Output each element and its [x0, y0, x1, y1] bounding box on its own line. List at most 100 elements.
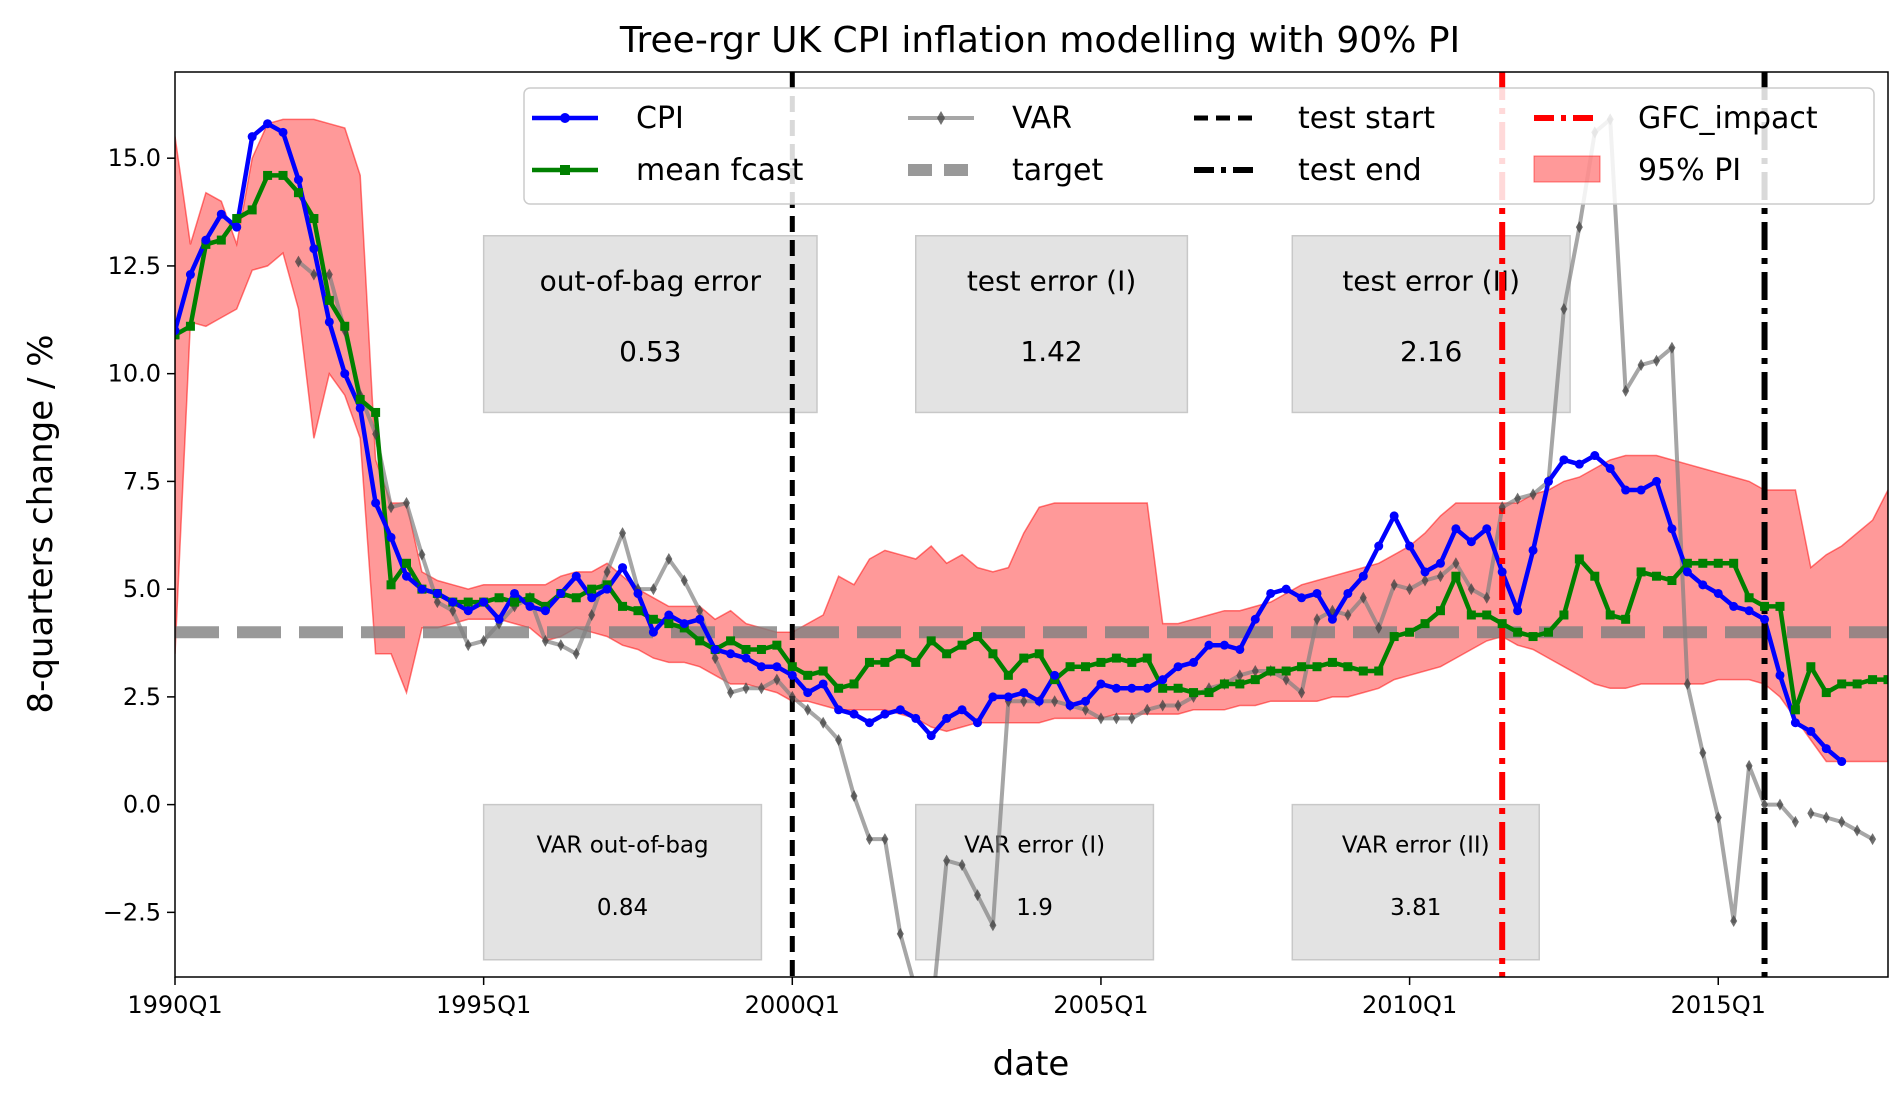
cpi-point — [1744, 606, 1754, 616]
cpi-point — [1435, 558, 1445, 568]
mean-fcast-point — [911, 657, 921, 667]
cpi-point — [1775, 670, 1785, 680]
mean-fcast-point — [1034, 649, 1044, 659]
mean-fcast-point — [648, 614, 658, 624]
var-point — [1328, 604, 1336, 617]
cpi-point — [1420, 567, 1430, 577]
cpi-point — [1698, 580, 1708, 590]
error-box-value: 0.84 — [597, 895, 648, 921]
var-point — [310, 268, 318, 281]
var-point — [819, 716, 827, 729]
cpi-point — [1559, 455, 1569, 465]
mean-fcast-point — [401, 558, 411, 568]
mean-fcast-point — [972, 632, 982, 642]
mean-fcast-point — [1821, 688, 1831, 698]
mean-fcast-point — [1667, 576, 1677, 586]
legend-item-cpi: CPI — [532, 101, 684, 136]
cpi-point — [1173, 662, 1183, 672]
mean-fcast-point — [1760, 601, 1770, 611]
mean-fcast-point — [1559, 610, 1569, 620]
mean-fcast-point — [247, 205, 257, 215]
mean-fcast-point — [1019, 653, 1029, 663]
x-axis-title: date — [993, 1044, 1070, 1084]
cpi-point — [587, 593, 597, 603]
mean-fcast-line — [175, 173, 1888, 713]
mean-fcast-point — [988, 649, 998, 659]
var-point — [1776, 798, 1784, 811]
mean-fcast-point — [175, 330, 180, 340]
cpi-point — [1189, 657, 1199, 667]
error-box-title: VAR error (I) — [964, 833, 1105, 859]
legend-item-test_start: test start — [1194, 101, 1435, 136]
cpi-point — [787, 670, 797, 680]
error-box-bg — [915, 235, 1189, 414]
mean-fcast-point — [1111, 653, 1121, 663]
error-box-6: VAR error (II) 3.81 — [1291, 803, 1540, 961]
var-point — [1699, 746, 1707, 759]
var-point — [850, 790, 858, 802]
mean-fcast-point — [818, 666, 828, 676]
chart-title: Tree-rgr UK CPI inflation modelling with… — [619, 20, 1460, 61]
var-point — [557, 639, 565, 652]
mean-fcast-point — [1158, 683, 1168, 693]
var-point — [603, 565, 611, 578]
cpi-point — [525, 601, 535, 611]
cpi-point — [278, 127, 288, 137]
mean-fcast-point — [1652, 571, 1662, 581]
var-point — [835, 733, 843, 746]
var-point — [1359, 591, 1367, 604]
var-point — [1020, 695, 1028, 708]
mean-fcast-point — [525, 593, 535, 603]
cpi-point — [463, 606, 473, 616]
var-point — [1097, 712, 1105, 725]
var-point — [1668, 341, 1676, 354]
var-point — [973, 889, 981, 902]
cpi-point — [1281, 584, 1291, 594]
cpi-point — [988, 692, 998, 702]
cpi-point — [803, 688, 813, 698]
var-point — [1483, 591, 1491, 604]
mean-fcast-point — [926, 636, 936, 646]
mean-fcast-point — [633, 606, 643, 616]
mean-fcast-point — [787, 662, 797, 672]
mean-fcast-point — [1590, 571, 1600, 581]
cpi-point — [371, 498, 381, 508]
var-point — [402, 496, 410, 509]
mean-fcast-point — [1744, 593, 1754, 603]
mean-fcast-point — [278, 170, 288, 180]
cpi-point — [1204, 640, 1214, 650]
cpi-point — [864, 718, 874, 728]
cpi-point — [695, 614, 705, 624]
var-point — [1761, 798, 1769, 811]
cpi-point — [355, 403, 365, 413]
y-tick-label: 10.0 — [108, 360, 161, 388]
var-point — [1406, 583, 1414, 596]
cpi-point — [494, 614, 504, 624]
mean-fcast-point — [1574, 554, 1584, 564]
mean-fcast-point — [1219, 679, 1229, 689]
mean-fcast-point — [618, 601, 628, 611]
var-point — [372, 428, 380, 440]
error-box-2: test error (I) 1.42 — [915, 235, 1189, 414]
var-point — [1869, 833, 1877, 846]
cpi-point — [942, 713, 952, 723]
var-point — [788, 690, 796, 703]
mean-fcast-point — [695, 636, 705, 646]
mean-fcast-point — [232, 214, 242, 224]
mean-fcast-point — [1327, 657, 1337, 667]
error-box-title: out-of-bag error — [540, 265, 762, 298]
cpi-point — [1250, 614, 1260, 624]
legend-label: 95% PI — [1638, 153, 1741, 188]
var-point — [989, 919, 997, 932]
var-point — [1683, 677, 1691, 690]
var-point — [1390, 578, 1398, 591]
cpi-point — [1081, 696, 1091, 706]
mean-fcast-point — [324, 295, 334, 305]
cpi-point — [1327, 614, 1337, 624]
mean-fcast-point — [1405, 627, 1415, 637]
mean-fcast-point — [1343, 662, 1353, 672]
cpi-point — [1158, 675, 1168, 685]
cpi-point — [1312, 588, 1322, 598]
y-tick-label: −2.5 — [103, 898, 161, 926]
